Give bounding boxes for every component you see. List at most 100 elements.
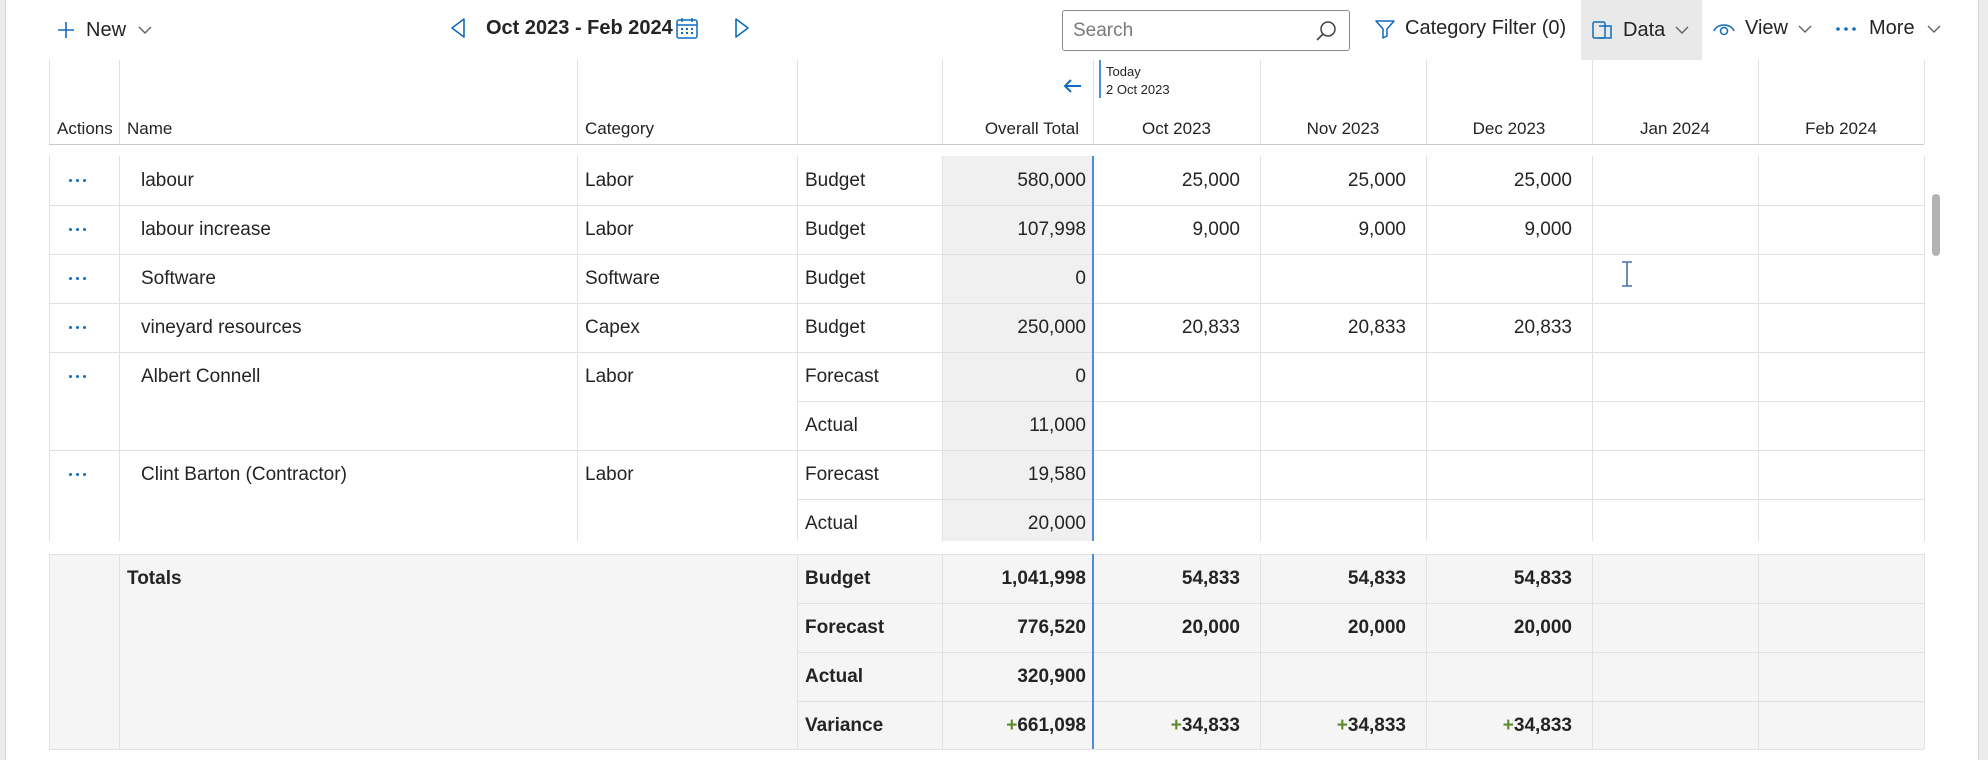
totals-overall-value: 776,520 [1017, 616, 1086, 638]
row-month-value[interactable]: 25,000 [1347, 169, 1406, 191]
column-divider [1426, 156, 1427, 541]
column-header-month[interactable]: Dec 2023 [1472, 119, 1546, 138]
column-header-overall-total[interactable]: Overall Total [984, 119, 1079, 138]
row-month-value[interactable] [1093, 254, 1240, 303]
totals-month-amount: 20,000 [1181, 616, 1240, 638]
row-month-value[interactable] [1758, 205, 1904, 254]
scroll-to-today-button[interactable] [1063, 78, 1083, 99]
vertical-scrollbar-thumb[interactable] [1932, 194, 1940, 256]
row-month-value[interactable] [1426, 401, 1572, 450]
row-month-value[interactable] [1260, 401, 1406, 450]
row-month-value[interactable]: 25,000 [1181, 169, 1240, 191]
row-month-value[interactable] [1592, 205, 1738, 254]
row-divider [49, 254, 1924, 255]
row-month-value[interactable] [1426, 254, 1572, 303]
previous-period-button[interactable] [450, 17, 466, 39]
row-month-value[interactable] [1758, 499, 1904, 548]
data-menu-button[interactable]: Data [1581, 0, 1702, 60]
column-header-month[interactable]: Nov 2023 [1306, 119, 1380, 138]
row-month-value[interactable]: 9,000 [1524, 218, 1572, 240]
row-month-value[interactable] [1592, 401, 1738, 450]
column-header-actions[interactable]: Actions [57, 119, 113, 138]
row-month-value[interactable] [1592, 303, 1738, 352]
variance-plus-sign: + [1502, 714, 1514, 736]
row-month-value[interactable] [1260, 499, 1406, 548]
row-category[interactable]: Labor [585, 169, 634, 191]
row-actions-button[interactable] [69, 168, 99, 192]
column-divider [119, 554, 120, 749]
row-month-value[interactable] [1093, 401, 1240, 450]
row-line-type: Budget [805, 169, 866, 191]
row-category[interactable]: Labor [585, 218, 634, 240]
row-month-value[interactable] [1592, 450, 1738, 499]
row-actions-button[interactable] [69, 315, 99, 339]
row-month-value[interactable] [1592, 352, 1738, 401]
row-month-value[interactable] [1758, 156, 1904, 205]
row-name[interactable]: vineyard resources [141, 316, 302, 338]
row-month-value[interactable] [1592, 254, 1738, 303]
column-divider [942, 554, 943, 749]
row-month-value[interactable] [1592, 156, 1738, 205]
row-month-value[interactable] [1758, 352, 1904, 401]
totals-month-value: 54,833 [1426, 554, 1572, 603]
column-divider [1758, 60, 1759, 144]
row-month-value[interactable] [1426, 450, 1572, 499]
next-period-button[interactable] [734, 17, 750, 39]
toolbar: New Oct 2023 - Feb 2024 Category Filter … [0, 0, 1978, 60]
row-month-value[interactable] [1758, 303, 1904, 352]
row-month-value[interactable] [1260, 450, 1406, 499]
today-date: 2 Oct 2023 [1106, 82, 1170, 97]
row-month-value[interactable] [1758, 401, 1904, 450]
row-month-value[interactable]: 9,000 [1358, 218, 1406, 240]
row-actions-button[interactable] [69, 266, 99, 290]
category-filter-button[interactable]: Category Filter (0) [1375, 17, 1566, 40]
row-line-type: Forecast [805, 365, 879, 387]
row-overall-total: 107,998 [1017, 218, 1086, 240]
row-month-value[interactable] [1758, 254, 1904, 303]
column-divider [1426, 554, 1427, 749]
row-actions-button[interactable] [69, 217, 99, 241]
row-month-value[interactable] [1260, 254, 1406, 303]
new-button[interactable]: New [56, 14, 152, 46]
row-month-value[interactable] [1260, 352, 1406, 401]
row-name[interactable]: labour increase [141, 218, 271, 240]
row-month-value[interactable]: 9,000 [1192, 218, 1240, 240]
row-actions-button[interactable] [69, 364, 99, 388]
column-header-month[interactable]: Feb 2024 [1805, 119, 1877, 138]
column-header-month[interactable]: Jan 2024 [1640, 119, 1710, 138]
row-month-value[interactable] [1093, 499, 1240, 548]
more-menu-button[interactable]: More [1835, 17, 1941, 40]
totals-month-value: 20,000 [1426, 603, 1572, 652]
calendar-button[interactable] [675, 16, 699, 40]
row-category[interactable]: Software [585, 267, 660, 289]
row-category[interactable]: Labor [585, 365, 634, 387]
row-month-value[interactable]: 25,000 [1513, 169, 1572, 191]
search-icon[interactable] [1315, 20, 1337, 42]
row-actions-button[interactable] [69, 462, 99, 486]
row-month-value[interactable]: 20,833 [1347, 316, 1406, 338]
row-month-value[interactable]: 20,833 [1513, 316, 1572, 338]
column-header-month[interactable]: Oct 2023 [1142, 119, 1211, 138]
row-category[interactable]: Capex [585, 316, 640, 338]
row-month-value[interactable] [1426, 499, 1572, 548]
row-name[interactable]: Albert Connell [141, 365, 261, 387]
row-month-value[interactable] [1758, 450, 1904, 499]
row-name[interactable]: labour [141, 169, 194, 191]
row-month-value[interactable] [1093, 352, 1240, 401]
row-month-value[interactable] [1426, 352, 1572, 401]
today-label: Today [1106, 64, 1141, 79]
row-name[interactable]: Clint Barton (Contractor) [141, 463, 347, 485]
search-box[interactable] [1062, 10, 1350, 51]
column-divider [1924, 554, 1925, 749]
search-input[interactable] [1073, 19, 1303, 42]
row-month-value[interactable] [1592, 499, 1738, 548]
column-header-category[interactable]: Category [585, 119, 654, 138]
column-divider [119, 60, 120, 144]
row-month-value[interactable]: 20,833 [1181, 316, 1240, 338]
more-menu-label: More [1869, 17, 1915, 39]
row-category[interactable]: Labor [585, 463, 634, 485]
row-name[interactable]: Software [141, 267, 216, 289]
row-month-value[interactable] [1093, 450, 1240, 499]
view-menu-button[interactable]: View [1713, 17, 1812, 40]
column-header-name[interactable]: Name [127, 119, 173, 138]
